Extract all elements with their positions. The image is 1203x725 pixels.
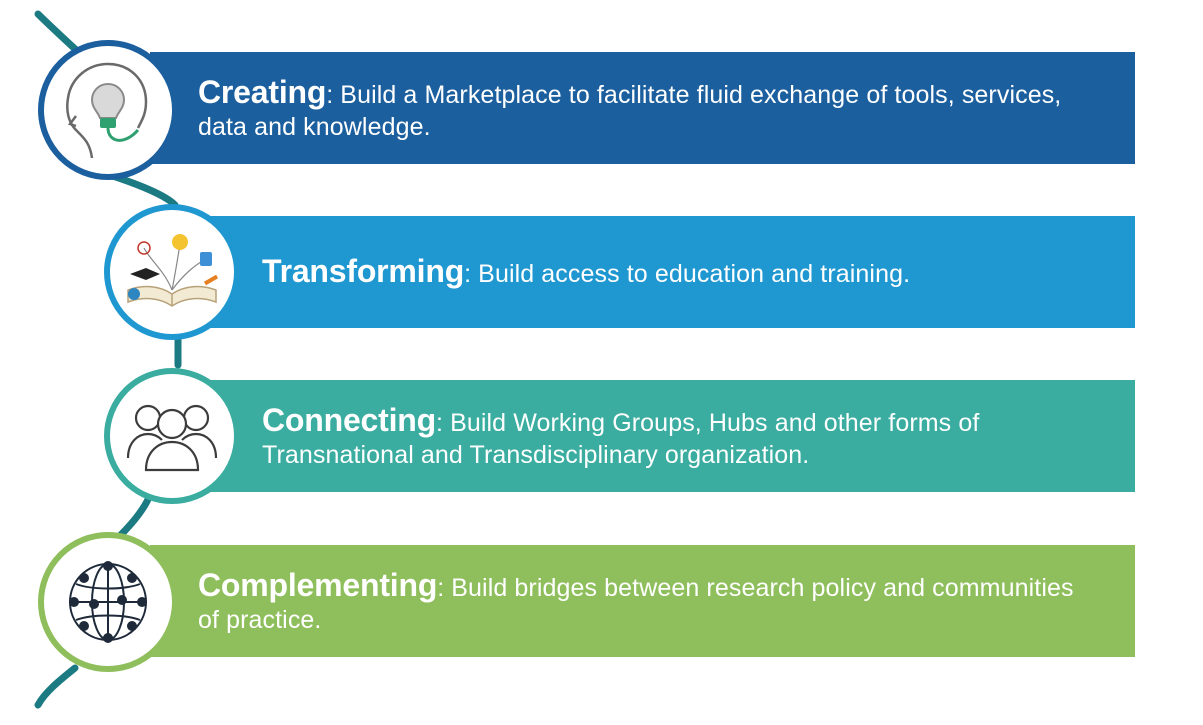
band-description-transforming: : Build access to education and training… (464, 260, 911, 289)
band-title-creating: Creating (198, 74, 327, 111)
band-connecting: Connecting: Build Working Groups, Hubs a… (150, 380, 1135, 492)
band-transforming: Transforming: Build access to education … (150, 216, 1135, 328)
band-title-complementing: Complementing (198, 567, 438, 604)
circle-connecting (104, 368, 240, 504)
band-description-connecting: : Build Working Groups, Hubs and other f… (262, 409, 980, 470)
open-book-education-icon (127, 234, 219, 307)
band-complementing: Complementing: Build bridges between res… (150, 545, 1135, 657)
band-description-complementing: : Build bridges between research policy … (198, 574, 1074, 635)
band-title-connecting: Connecting (262, 402, 436, 439)
globe-network-icon (69, 561, 147, 643)
circle-complementing (38, 532, 178, 672)
band-text-transforming: Transforming: Build access to education … (262, 252, 1112, 291)
band-title-transforming: Transforming (262, 253, 465, 290)
band-text-complementing: Complementing: Build bridges between res… (198, 566, 1098, 636)
circle-creating (38, 40, 178, 180)
band-creating: Creating: Build a Marketplace to facilit… (150, 52, 1135, 164)
band-text-connecting: Connecting: Build Working Groups, Hubs a… (262, 401, 1112, 471)
band-text-creating: Creating: Build a Marketplace to facilit… (198, 73, 1098, 143)
head-lightbulb-icon (66, 62, 148, 159)
people-group-icon (126, 404, 218, 472)
circle-transforming (104, 204, 240, 340)
band-description-creating: : Build a Marketplace to facilitate flui… (198, 81, 1062, 142)
